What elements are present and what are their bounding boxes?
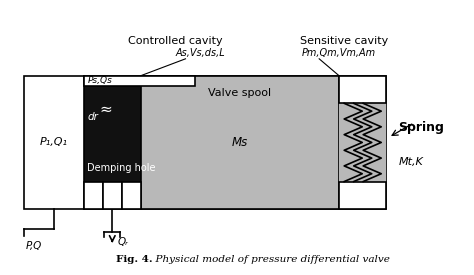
Bar — [24, 76, 386, 209]
Text: P₁,Q₁: P₁,Q₁ — [40, 138, 68, 147]
Text: Physical model of pressure differential valve: Physical model of pressure differential … — [149, 255, 390, 264]
Text: Qᵣ: Qᵣ — [117, 237, 128, 247]
Text: ≈: ≈ — [99, 102, 112, 117]
Bar — [339, 76, 386, 103]
Text: Valve spool: Valve spool — [209, 89, 272, 98]
Bar — [122, 182, 141, 209]
Bar — [339, 182, 386, 209]
Text: dr: dr — [88, 112, 99, 122]
Text: Ps,Qs: Ps,Qs — [88, 76, 112, 85]
Text: Pm,Qm,Vm,Am: Pm,Qm,Vm,Am — [301, 48, 375, 58]
Bar — [339, 76, 386, 209]
Bar — [83, 182, 103, 209]
Bar — [103, 182, 122, 209]
Text: Controlled cavity: Controlled cavity — [128, 36, 223, 46]
Text: Mt,K: Mt,K — [398, 157, 423, 167]
Bar — [83, 86, 141, 209]
Text: P,Q: P,Q — [26, 241, 42, 251]
Text: Demping hole: Demping hole — [87, 163, 155, 173]
Bar — [141, 76, 339, 209]
Bar — [83, 76, 195, 86]
Text: Spring: Spring — [398, 121, 444, 134]
Text: Ms: Ms — [232, 136, 248, 149]
Text: Fig. 4.: Fig. 4. — [116, 255, 153, 264]
Text: Sensitive cavity: Sensitive cavity — [300, 36, 388, 46]
Text: As,Vs,ds,L: As,Vs,ds,L — [176, 48, 225, 58]
